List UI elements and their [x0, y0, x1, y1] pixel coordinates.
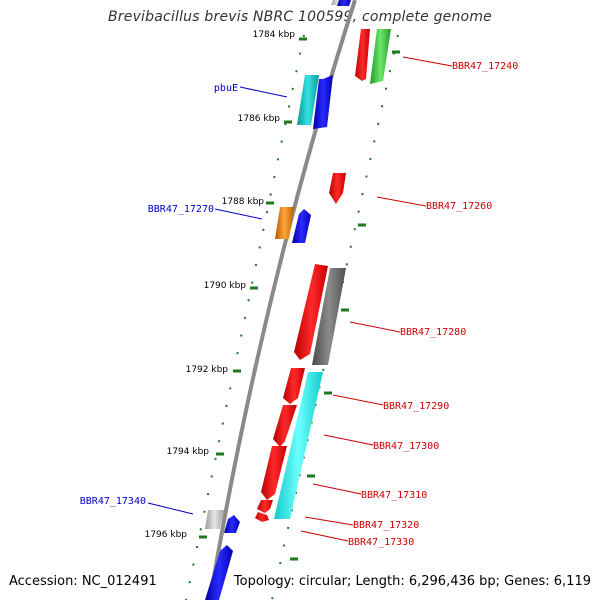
ruler-label-1786: 1786 kbp	[238, 114, 281, 124]
ruler-label-1788: 1788 kbp	[222, 197, 265, 207]
callout-line-BBR47_17260	[376, 196, 427, 207]
gene-label-BBR47_17310[interactable]: BBR47_17310	[361, 490, 427, 501]
gene-label-BBR47_17320[interactable]: BBR47_17320	[353, 520, 419, 531]
gene-feature-orange	[275, 207, 294, 239]
accession-text: Accession: NC_012491	[9, 574, 157, 589]
topology-summary: Topology: circular; Length: 6,296,436 bp…	[233, 574, 591, 589]
gene-feature-grey-17340	[205, 510, 224, 529]
ruler-label-1790: 1790 kbp	[204, 281, 247, 291]
gene-feature-blue-17270	[292, 209, 311, 243]
callout-line-BBR47_17330	[300, 530, 349, 542]
gene-feature-red-17260	[329, 173, 346, 204]
gene-label-BBR47_17340[interactable]: BBR47_17340	[80, 496, 146, 507]
gene-feature-red-top	[355, 29, 370, 81]
gene-feature-blue-bottom	[205, 545, 233, 600]
gene-label-BBR47_17300[interactable]: BBR47_17300	[373, 441, 439, 452]
gene-feature-blue-top	[337, 0, 351, 6]
gene-feature-blue-17340	[224, 515, 240, 533]
gene-feature-cyan	[274, 372, 323, 519]
gene-label-BBR47_17240[interactable]: BBR47_17240	[452, 61, 518, 72]
gene-feature-green	[370, 29, 391, 84]
gene-feature-grey-17280	[312, 268, 346, 365]
gene-feature-red-17320	[257, 500, 273, 513]
gene-feature-red-17280a	[294, 264, 328, 360]
callout-line-BBR47_17290	[332, 394, 384, 406]
callout-line-pbuE	[239, 86, 288, 98]
gene-label-pbuE[interactable]: pbuE	[214, 83, 238, 94]
gene-label-BBR47_17290[interactable]: BBR47_17290	[383, 401, 449, 412]
callout-line-BBR47_17300	[323, 434, 374, 446]
ruler-label-1784: 1784 kbp	[253, 30, 296, 40]
ruler-label-1796: 1796 kbp	[145, 530, 188, 540]
gene-label-BBR47_17260[interactable]: BBR47_17260	[426, 201, 492, 212]
callout-line-BBR47_17240	[402, 56, 453, 67]
gene-feature-red-17300	[273, 405, 297, 447]
callout-line-BBR47_17320	[304, 516, 354, 526]
gene-feature-red-17330	[255, 512, 269, 522]
ruler-label-1792: 1792 kbp	[186, 365, 229, 375]
gene-label-BBR47_17330[interactable]: BBR47_17330	[348, 537, 414, 548]
gene-label-BBR47_17270[interactable]: BBR47_17270	[148, 204, 214, 215]
genome-title: Brevibacillus brevis NBRC 100599, comple…	[108, 9, 492, 25]
callout-line-BBR47_17280	[349, 321, 401, 333]
ruler-label-1794: 1794 kbp	[167, 447, 210, 457]
ruler-ticks	[199, 37, 400, 561]
gene-feature-teal	[297, 75, 319, 125]
gene-feature-red-17290	[283, 368, 305, 404]
callout-line-BBR47_17310	[312, 483, 362, 495]
gene-label-BBR47_17280[interactable]: BBR47_17280	[400, 327, 466, 338]
callout-line-BBR47_17270	[214, 208, 263, 220]
gene-feature-red-17310	[261, 446, 287, 500]
gene-feature-blue-pbuE	[313, 75, 333, 129]
callout-line-BBR47_17340	[147, 502, 194, 515]
left-track-guide	[185, 34, 305, 600]
